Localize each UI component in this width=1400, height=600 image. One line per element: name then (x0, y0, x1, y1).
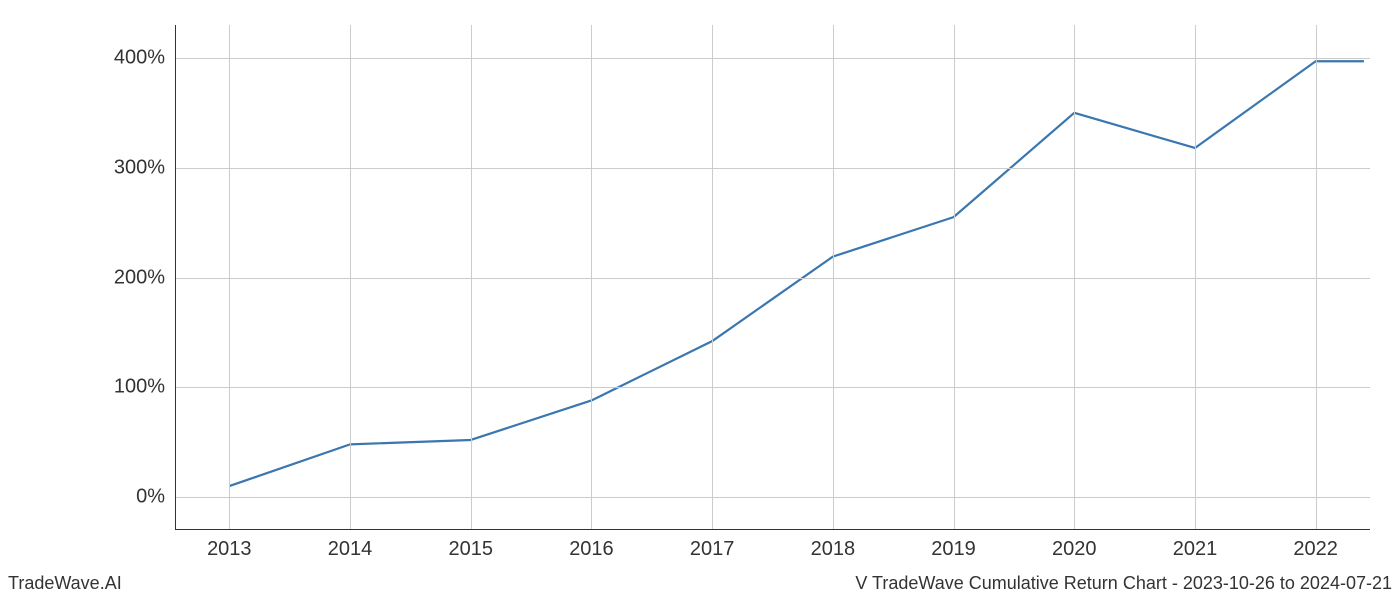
grid-line-vertical (833, 25, 834, 530)
grid-line-vertical (471, 25, 472, 530)
grid-line-horizontal (175, 168, 1370, 169)
y-tick-label: 100% (114, 376, 165, 399)
y-tick-label: 0% (136, 486, 165, 509)
footer-brand: TradeWave.AI (8, 573, 122, 594)
grid-line-horizontal (175, 278, 1370, 279)
axis-spine-bottom (175, 529, 1370, 530)
footer-caption: V TradeWave Cumulative Return Chart - 20… (855, 573, 1392, 594)
x-tick-label: 2015 (448, 538, 493, 561)
grid-line-vertical (1074, 25, 1075, 530)
x-tick-label: 2021 (1173, 538, 1218, 561)
x-tick-label: 2017 (690, 538, 735, 561)
axis-spine-left (175, 25, 176, 530)
grid-line-vertical (712, 25, 713, 530)
grid-line-vertical (1316, 25, 1317, 530)
grid-line-vertical (229, 25, 230, 530)
grid-line-vertical (1195, 25, 1196, 530)
y-tick-label: 200% (114, 266, 165, 289)
x-tick-label: 2016 (569, 538, 614, 561)
x-tick-label: 2022 (1293, 538, 1338, 561)
y-tick-label: 300% (114, 156, 165, 179)
grid-line-horizontal (175, 58, 1370, 59)
x-tick-label: 2014 (328, 538, 373, 561)
grid-line-vertical (591, 25, 592, 530)
y-tick-label: 400% (114, 46, 165, 69)
x-tick-label: 2020 (1052, 538, 1097, 561)
grid-line-horizontal (175, 497, 1370, 498)
grid-line-vertical (350, 25, 351, 530)
x-tick-label: 2018 (811, 538, 856, 561)
chart-container: 0% 100% 200% 300% 400% 2013 2014 2015 2016 2017 20… (0, 0, 1400, 600)
x-tick-label: 2019 (931, 538, 976, 561)
grid-line-horizontal (175, 387, 1370, 388)
grid-line-vertical (954, 25, 955, 530)
plot-area: 0%100%200%300%400%2013201420152016201720… (175, 25, 1370, 530)
x-tick-label: 2013 (207, 538, 252, 561)
line-series-cumulative_return (229, 61, 1364, 486)
